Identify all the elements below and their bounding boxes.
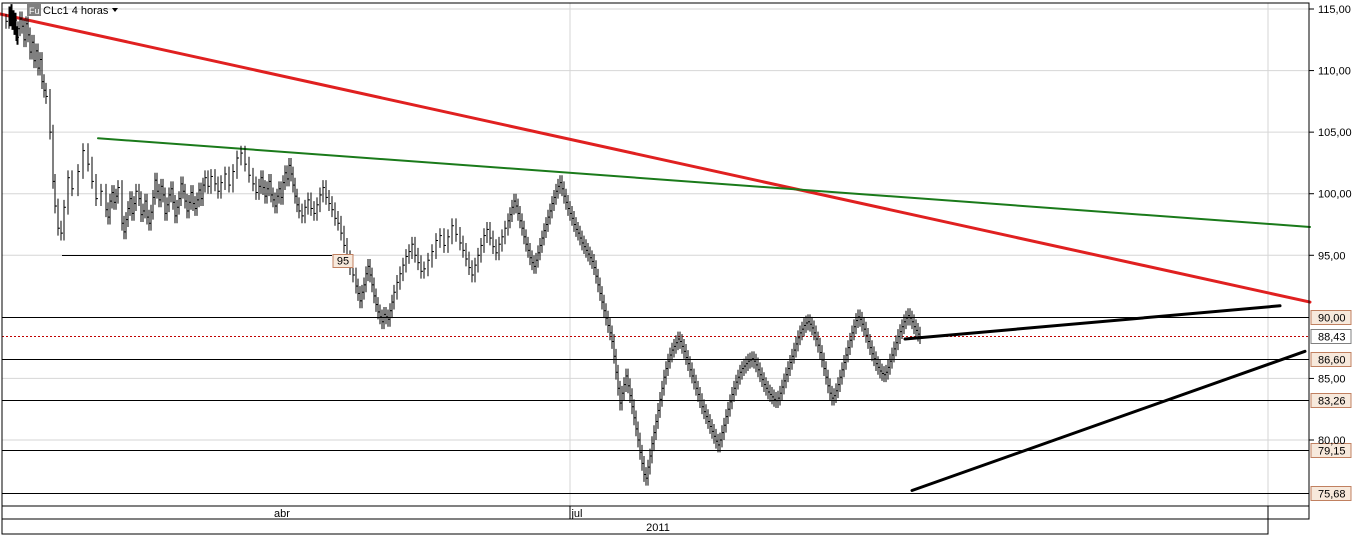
- price-bars: [5, 4, 922, 486]
- level-label: 83,26: [1318, 396, 1346, 408]
- y-tick-label: 110,00: [1318, 66, 1351, 78]
- level-label: 90,00: [1318, 313, 1346, 325]
- fu-badge-text: Fu: [29, 6, 40, 16]
- level-label: 75,68: [1318, 489, 1346, 501]
- level-label-box: [1310, 486, 1352, 501]
- y-tick-label: 85,00: [1318, 373, 1346, 385]
- x-tick-label-abr: abr: [274, 508, 290, 520]
- x-tick-label-jul: jul: [570, 508, 582, 520]
- caret-down-icon[interactable]: [112, 8, 118, 12]
- level-label-box: [1310, 310, 1352, 325]
- y-tick-label: 105,00: [1318, 127, 1352, 139]
- trendline-wedge-top: [903, 304, 1282, 341]
- fu-badge[interactable]: [27, 4, 41, 16]
- level-label: 88,43: [1318, 332, 1346, 344]
- level-label-box: [332, 254, 354, 268]
- level-label-box: [1310, 443, 1352, 458]
- y-tick-label: 115,00: [1318, 4, 1351, 16]
- level-label: 86,60: [1318, 355, 1346, 367]
- time-axis: [1, 505, 1269, 520]
- y-tick-label: 100,00: [1318, 189, 1352, 201]
- level-label-box: [1310, 352, 1352, 367]
- year-axis: [1, 518, 1269, 535]
- price-axis: 115,00 110,00 105,00 100,00 95,00 85,00 80,00: [1309, 4, 1352, 447]
- trendline-red-long-downtrend: [0, 12, 1312, 304]
- y-tick-label: 80,00: [1318, 435, 1346, 447]
- y-tick-label: 95,00: [1318, 250, 1346, 262]
- current-price-box: [1310, 329, 1352, 344]
- year-label: 2011: [646, 522, 670, 534]
- level-label: 79,15: [1318, 446, 1346, 458]
- level-labels: 95 90,00 88,43 86,60 83,26 79,15 75,68: [332, 254, 1352, 501]
- trendlines: [0, 12, 1312, 492]
- level-label-box: [1310, 393, 1352, 408]
- symbol-label[interactable]: CLc1 4 horas: [43, 5, 109, 17]
- level-label-95: 95: [337, 256, 349, 268]
- trendline-green-downtrend: [97, 137, 1311, 228]
- support-resistance-levels: [2, 255, 1309, 494]
- trendline-wedge-bottom: [910, 349, 1307, 492]
